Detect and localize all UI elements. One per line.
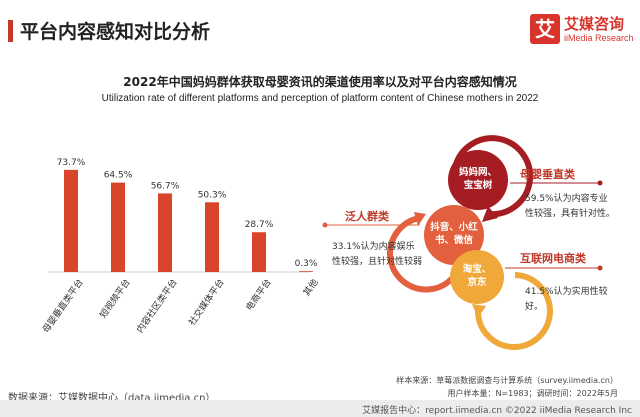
bubble-general-line2: 书、微信 — [434, 235, 473, 246]
connector-dot-general — [322, 222, 328, 228]
bubble-vertical-line1: 妈妈网、 — [458, 167, 497, 178]
bar-4 — [252, 232, 266, 272]
arrow-ecommerce-icon — [472, 304, 486, 318]
bar-5 — [299, 271, 313, 272]
bar-value-label-1: 64.5% — [104, 171, 133, 181]
bubble-vertical-line2: 宝宝树 — [463, 180, 493, 191]
chart-title: 2022年中国妈妈群体获取母婴资讯的渠道使用率以及对平台内容感知情况 — [123, 75, 517, 89]
bubble-ecommerce-line1: 淘宝、 — [462, 264, 492, 275]
bar-0 — [64, 169, 78, 272]
logo-text-cn: 艾媒咨询 — [564, 15, 625, 33]
bubble-ecommerce — [450, 250, 504, 304]
logo-text-en: iiMedia Research — [564, 33, 634, 43]
footer-band — [0, 400, 640, 417]
perception-title-ecommerce: 互联网电商类 — [520, 252, 586, 265]
title-accent-bar — [8, 20, 13, 42]
perception-title-general: 泛人群类 — [345, 210, 389, 223]
connector-dot-ecommerce — [597, 265, 603, 271]
ring-arc-ecommerce — [474, 272, 553, 350]
bubble-ecommerce-label: 淘宝、 京东 — [450, 263, 504, 289]
page-title: 平台内容感知对比分析 — [20, 21, 211, 43]
arrow-vertical-icon — [482, 206, 498, 222]
arrow-general-icon — [414, 212, 426, 226]
bar-3 — [205, 202, 219, 272]
logo-mark-icon: 艾 — [530, 14, 560, 44]
bubble-general-label: 抖音、小红 书、微信 — [424, 221, 484, 247]
footer-report-link[interactable]: 艾媒报告中心：report.iimedia.cn ©2022 iiMedia R… — [362, 406, 632, 416]
connector-dot-vertical — [597, 180, 603, 186]
sample-source: 样本来源：草莓派数据调查与计算系统（survey.iimedia.cn） — [396, 376, 618, 385]
perception-desc-ecommerce: 41.5%认为实用性较好。 — [525, 287, 608, 312]
bubble-ecommerce-line2: 京东 — [467, 277, 487, 288]
perception-desc-general: 33.1%认为内容娱乐性较强，且针对性较弱 — [332, 242, 423, 267]
bar-value-label-2: 56.7% — [151, 181, 180, 191]
bubble-vertical — [448, 150, 508, 210]
bubble-general-line1: 抖音、小红 — [430, 222, 478, 233]
ring-arc-vertical — [452, 135, 534, 218]
bar-value-label-3: 50.3% — [198, 190, 227, 200]
perception-title-vertical: 母婴垂直类 — [520, 168, 575, 181]
chart-subtitle: Utilization rate of different platforms … — [101, 93, 539, 104]
bar-value-label-4: 28.7% — [245, 220, 274, 230]
brand-logo: 艾 艾媒咨询 iiMedia Research — [530, 10, 634, 50]
sample-info: 用户样本量：N=1983；调研时间：2022年5月 — [447, 389, 619, 398]
bar-value-label-0: 73.7% — [57, 158, 86, 168]
bubble-vertical-label: 妈妈网、 宝宝树 — [448, 166, 508, 192]
bar-2 — [158, 193, 172, 272]
bar-value-label-5: 0.3% — [295, 259, 318, 269]
bar-1 — [111, 182, 125, 272]
perception-desc-vertical: 59.5%认为内容专业性较强，具有针对性。 — [525, 194, 616, 219]
data-source: 数据来源：艾媒数据中心（data.iimedia.cn） — [8, 393, 216, 404]
